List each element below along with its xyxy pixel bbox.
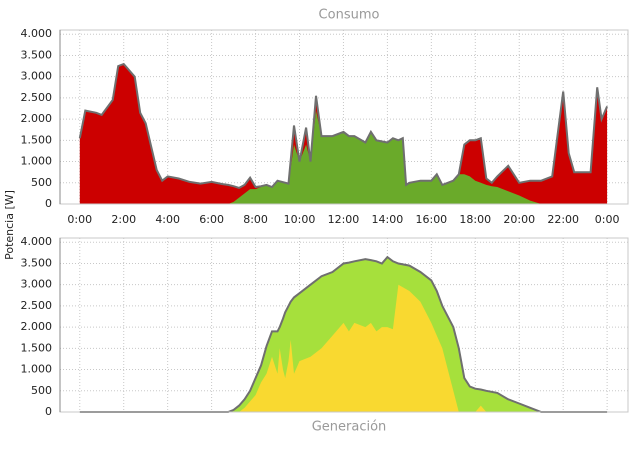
y-tick-label: 2.500 xyxy=(21,299,53,312)
x-tick-label: 22:00 xyxy=(547,213,579,226)
chart-title: Consumo xyxy=(319,8,380,23)
y-tick-label: 3.000 xyxy=(21,278,53,291)
y-tick-label: 2.000 xyxy=(21,112,53,125)
y-tick-label: 4.000 xyxy=(21,27,53,40)
y-tick-label: 3.500 xyxy=(21,256,53,269)
x-tick-label: 0:00 xyxy=(67,213,92,226)
x-tick-label: 12:00 xyxy=(328,213,360,226)
y-tick-label: 2.000 xyxy=(21,320,53,333)
y-tick-label: 1.000 xyxy=(21,155,53,168)
y-tick-label: 4.000 xyxy=(21,235,53,248)
area-outline xyxy=(79,255,608,413)
x-tick-label: 0:00 xyxy=(595,213,620,226)
x-tick-label: 16:00 xyxy=(415,213,447,226)
y-tick-label: 0 xyxy=(45,197,52,210)
y-tick-label: 1.500 xyxy=(21,133,53,146)
x-tick-label: 20:00 xyxy=(503,213,535,226)
y-tick-label: 500 xyxy=(31,384,52,397)
x-tick-label: 4:00 xyxy=(155,213,180,226)
x-tick-label: 2:00 xyxy=(111,213,136,226)
x-tick-label: 6:00 xyxy=(199,213,224,226)
x-tick-label: 18:00 xyxy=(459,213,491,226)
x-tick-label: 10:00 xyxy=(284,213,316,226)
y-tick-label: 1.500 xyxy=(21,341,53,354)
x-tick-label: 14:00 xyxy=(372,213,404,226)
area xyxy=(79,110,608,204)
y-tick-label: 2.500 xyxy=(21,91,53,104)
area xyxy=(79,284,608,412)
y-tick-label: 500 xyxy=(31,176,52,189)
y-tick-label: 0 xyxy=(45,405,52,418)
x-tick-label: 8:00 xyxy=(243,213,268,226)
y-tick-label: 3.000 xyxy=(21,70,53,83)
chart-title: Generación xyxy=(312,420,387,435)
y-tick-label: 1.000 xyxy=(21,363,53,376)
y-axis-label: Potencia [W] xyxy=(3,190,16,260)
y-tick-label: 3.500 xyxy=(21,48,53,61)
area-outline xyxy=(78,62,609,189)
